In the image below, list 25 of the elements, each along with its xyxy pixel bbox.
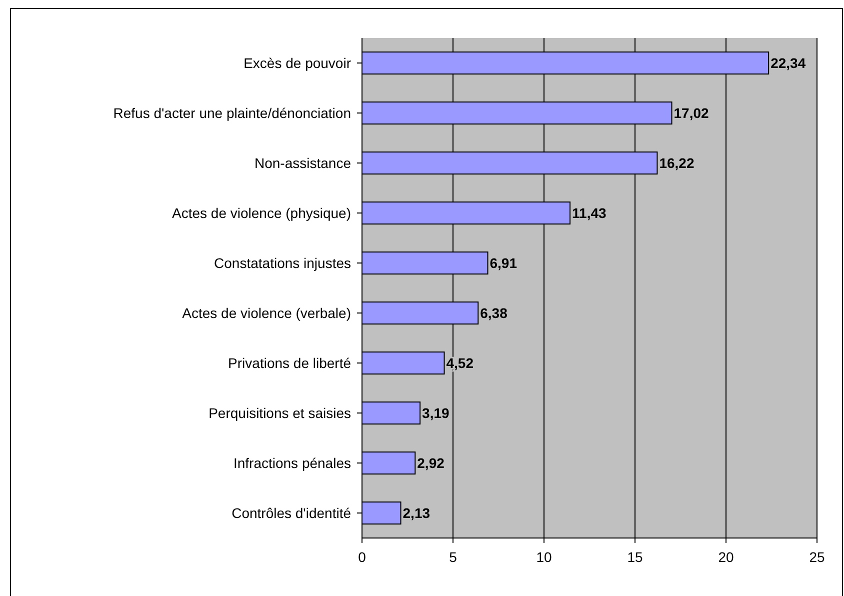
y-tick-label: Infractions pénales [233, 454, 351, 471]
y-tick-label: Excès de pouvoir [244, 54, 352, 71]
data-label: 11,43 [572, 204, 606, 221]
y-tick-label: Contrôles d'identité [232, 504, 352, 521]
x-tick-label: 20 [718, 549, 734, 565]
data-label: 22,34 [770, 54, 806, 71]
y-tick-label: Privations de liberté [228, 354, 352, 371]
data-label: 2,92 [417, 454, 445, 471]
x-tick-label: 25 [809, 549, 825, 565]
y-tick-label: Non-assistance [254, 154, 352, 171]
data-label: 16,22 [659, 154, 694, 171]
x-tick-label: 5 [449, 549, 458, 565]
y-tick-label: Refus d'acter une plainte/dénonciation [113, 104, 351, 121]
y-tick-label: Constatations injustes [214, 254, 351, 271]
data-label: 2,13 [402, 504, 430, 521]
y-tick-label: Actes de violence (physique) [172, 204, 351, 221]
data-label: 3,19 [422, 404, 450, 421]
x-tick-label: 10 [536, 549, 552, 565]
data-label: 17,02 [674, 104, 710, 121]
y-tick-label: Perquisitions et saisies [208, 404, 351, 421]
y-tick-label: Actes de violence (verbale) [182, 304, 351, 321]
data-label: 6,91 [490, 254, 518, 271]
data-label: 6,38 [480, 304, 508, 321]
x-tick-label: 0 [358, 549, 366, 565]
x-tick-label: 15 [627, 549, 643, 565]
